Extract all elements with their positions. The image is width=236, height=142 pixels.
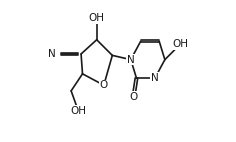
- Text: N: N: [48, 49, 55, 59]
- Text: N: N: [127, 55, 135, 65]
- Text: O: O: [130, 92, 138, 102]
- Text: O: O: [100, 80, 108, 90]
- Text: OH: OH: [70, 106, 86, 116]
- Text: OH: OH: [173, 39, 189, 49]
- Text: N: N: [151, 73, 159, 83]
- Text: OH: OH: [89, 13, 105, 23]
